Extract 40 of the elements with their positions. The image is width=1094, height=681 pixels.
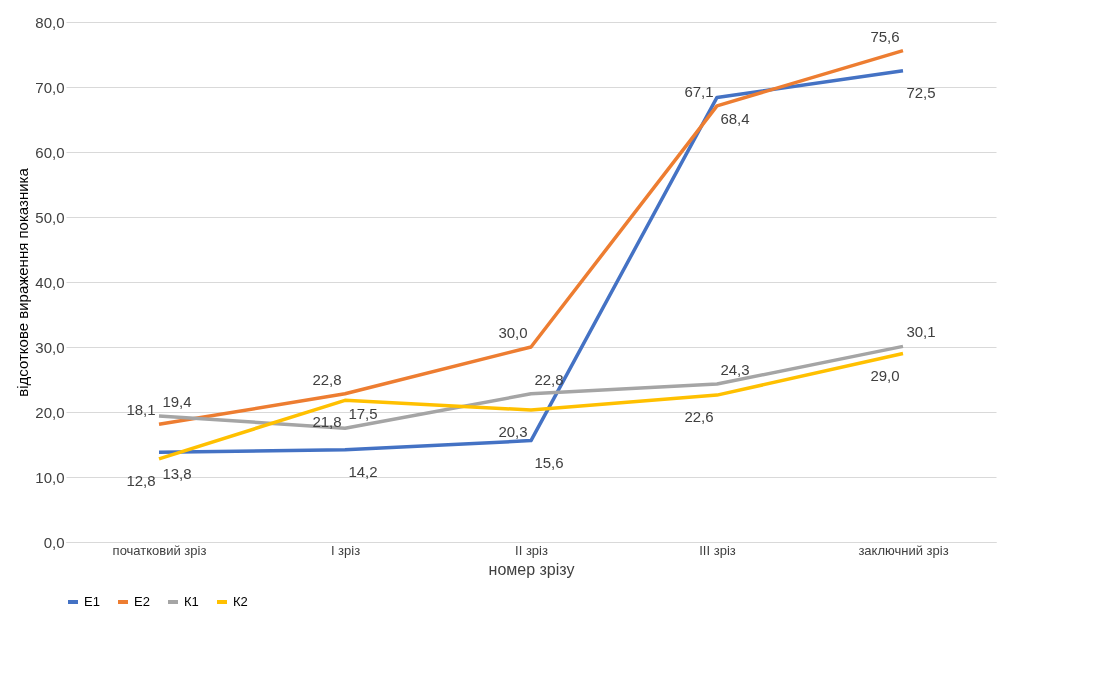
data-label: 67,1 [684, 82, 714, 100]
y-tick-label: 80,0 [35, 13, 65, 31]
x-tick-label: ІІІ зріз [699, 542, 736, 558]
y-tick-label: 60,0 [35, 143, 65, 161]
data-label: 24,3 [720, 361, 750, 379]
y-tick-label: 70,0 [35, 78, 65, 96]
y-axis-title: відсоткове вираження показника [14, 167, 32, 397]
data-label: 29,0 [870, 366, 900, 384]
data-label: 72,5 [906, 83, 936, 101]
x-tick-label: І зріз [330, 542, 361, 558]
data-label: 19,4 [162, 392, 192, 410]
y-tick-label: 40,0 [35, 273, 65, 291]
data-label: 30,0 [498, 324, 528, 341]
data-label: 17,5 [348, 405, 378, 423]
data-label: 75,6 [870, 27, 900, 45]
y-tick-label: 20,0 [35, 403, 65, 421]
data-label: 22,8 [534, 370, 564, 388]
data-label: 22,6 [684, 408, 714, 426]
legend-label: Е2 [134, 594, 150, 609]
legend-label: К1 [184, 594, 199, 609]
data-label: 30,1 [906, 323, 936, 341]
y-tick-label: 10,0 [35, 468, 65, 486]
x-axis-title: номер зрізу [488, 560, 575, 578]
data-label: 68,4 [720, 110, 750, 128]
data-label: 21,8 [312, 413, 342, 431]
x-tick-label: заключний зріз [858, 542, 949, 558]
x-tick-label: ІІ зріз [515, 542, 548, 558]
y-tick-label: 30,0 [35, 338, 65, 356]
y-tick-label: 50,0 [35, 208, 65, 226]
data-label: 14,2 [348, 462, 378, 480]
y-tick-label: 0,0 [43, 533, 65, 551]
data-label: 22,8 [312, 370, 342, 388]
data-label: 18,1 [126, 401, 156, 419]
x-tick-label: початковий зріз [112, 542, 207, 558]
legend-label: К2 [233, 594, 248, 609]
legend-label: Е1 [84, 594, 100, 609]
data-label: 13,8 [162, 465, 192, 483]
data-label: 20,3 [498, 423, 528, 441]
data-label: 12,8 [126, 471, 156, 489]
data-label: 15,6 [534, 453, 564, 471]
